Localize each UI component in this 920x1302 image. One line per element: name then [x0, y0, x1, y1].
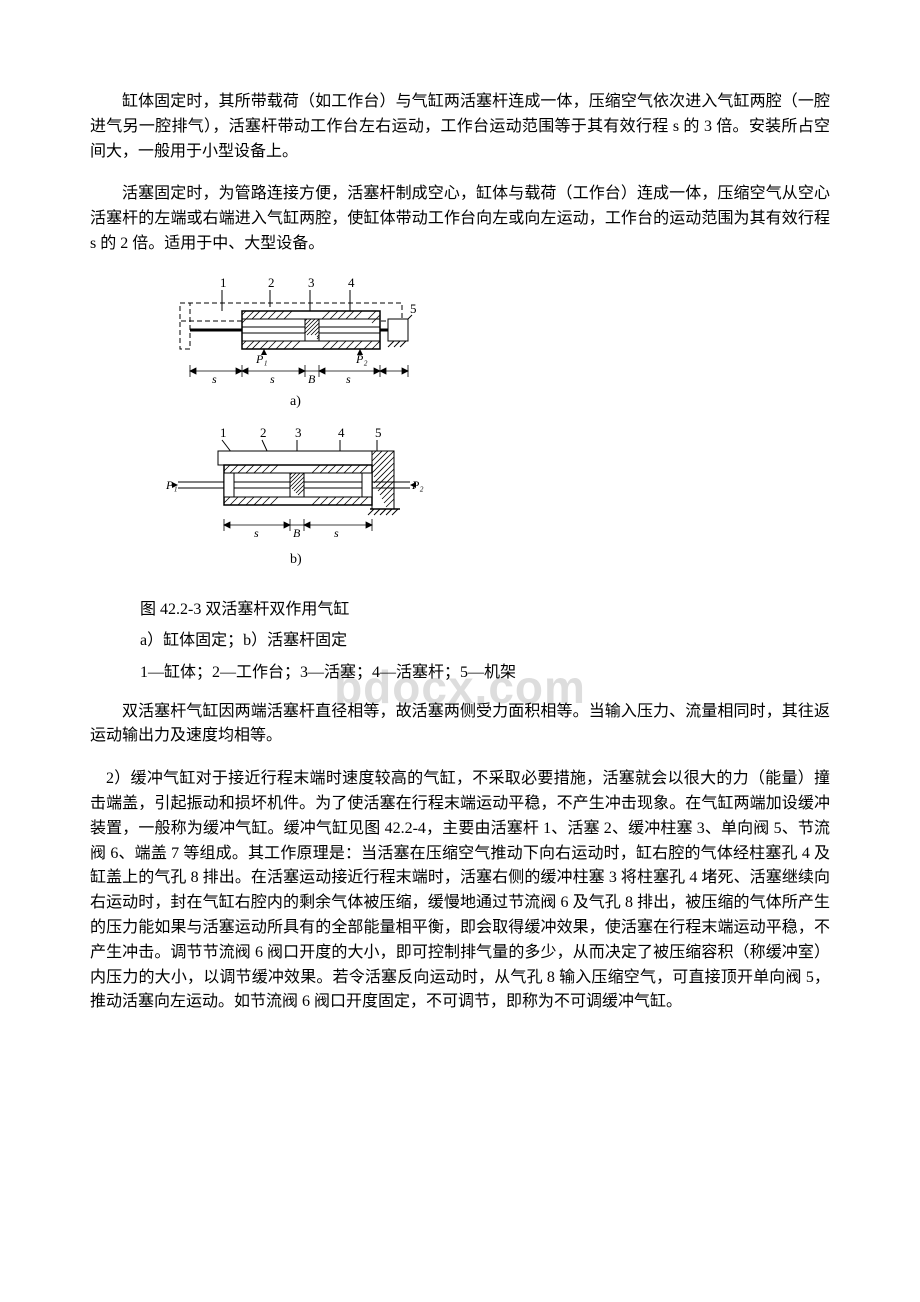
figure-caption-legend: 1—缸体；2—工作台；3—活塞；4—活塞杆；5—机架 — [140, 660, 830, 686]
fig-a-label-2: 2 — [268, 275, 275, 290]
figure-caption-ab: a）缸体固定；b）活塞杆固定 — [140, 628, 830, 654]
paragraph-4: 2）缓冲气缸对于接近行程末端时速度较高的气缸，不采取必要措施，活塞就会以很大的力… — [90, 767, 830, 1015]
fig-b-label-3: 3 — [295, 425, 302, 440]
fig-a-label-4: 4 — [348, 275, 355, 290]
cylinder-diagram-svg: 1 2 3 4 5 — [160, 275, 430, 585]
fig-b-B: B — [293, 526, 301, 540]
fig-a-s1: s — [212, 372, 217, 386]
fig-b-label-2: 2 — [260, 425, 267, 440]
fig-a-label-5: 5 — [410, 301, 417, 316]
fig-sublabel-a: a) — [290, 394, 301, 409]
figure-caption-title: 图 42.2-3 双活塞杆双作用气缸 — [140, 597, 830, 623]
fig-a-s2: s — [270, 372, 275, 386]
fig-b-label-5: 5 — [375, 425, 382, 440]
paragraph-1: 缸体固定时，其所带载荷（如工作台）与气缸两活塞杆连成一体，压缩空气依次进入气缸两… — [90, 90, 830, 164]
figure-42-2-3: 1 2 3 4 5 — [160, 275, 830, 585]
fig-b-label-4: 4 — [338, 425, 345, 440]
fig-b-s2: s — [334, 526, 339, 540]
fig-a-label-1: 1 — [220, 275, 227, 290]
paragraph-3: 双活塞杆气缸因两端活塞杆直径相等，故活塞两侧受力面积相等。当输入压力、流量相同时… — [90, 700, 830, 750]
paragraph-2: 活塞固定时，为管路连接方便，活塞杆制成空心，缸体与载荷（工作台）连成一体，压缩空… — [90, 182, 830, 256]
fig-a-label-3: 3 — [308, 275, 315, 290]
fig-a-B: B — [308, 372, 316, 386]
fig-sublabel-b: b) — [290, 552, 302, 567]
fig-a-s3: s — [346, 372, 351, 386]
fig-b-label-1: 1 — [220, 425, 227, 440]
fig-b-s1: s — [254, 526, 259, 540]
